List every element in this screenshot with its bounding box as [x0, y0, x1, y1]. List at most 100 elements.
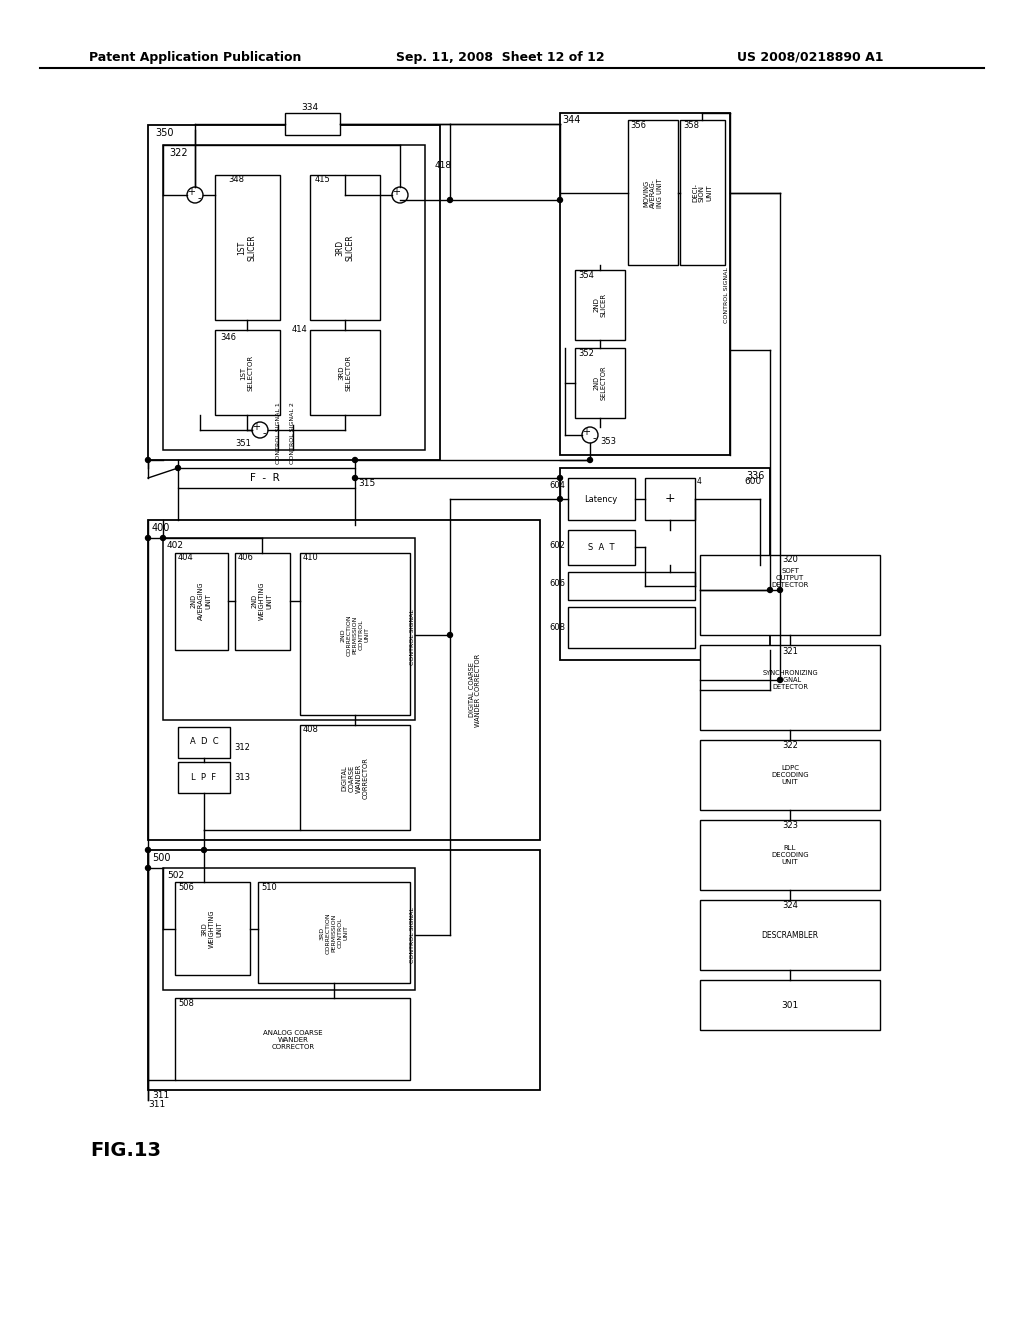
Text: -: -: [198, 193, 201, 203]
Bar: [575, 348, 625, 418]
Circle shape: [145, 458, 151, 462]
Circle shape: [447, 198, 453, 202]
Bar: [568, 531, 635, 565]
Bar: [175, 553, 228, 649]
Circle shape: [777, 587, 782, 593]
Text: 2ND
CORRECTION
PERMISSION
CONTROL
UNIT: 2ND CORRECTION PERMISSION CONTROL UNIT: [341, 614, 369, 656]
Text: Patent Application Publication: Patent Application Publication: [89, 50, 301, 63]
Text: 323: 323: [782, 821, 798, 830]
Circle shape: [557, 198, 562, 202]
Text: -: -: [262, 428, 266, 438]
Circle shape: [557, 475, 562, 480]
Bar: [310, 330, 380, 414]
Text: 2ND
WEIGHTING
UNIT: 2ND WEIGHTING UNIT: [252, 582, 272, 620]
Circle shape: [352, 458, 357, 462]
Text: 358: 358: [683, 121, 699, 131]
Text: +: +: [252, 422, 260, 432]
Text: Latency: Latency: [585, 495, 617, 503]
Text: 502: 502: [167, 871, 184, 880]
Text: US 2008/0218890 A1: US 2008/0218890 A1: [736, 50, 884, 63]
Text: 321: 321: [782, 647, 798, 656]
Bar: [680, 120, 725, 265]
Text: 322: 322: [169, 148, 187, 158]
Bar: [568, 478, 635, 520]
Text: 344: 344: [562, 115, 581, 125]
Text: 4: 4: [697, 478, 701, 487]
Text: 354: 354: [578, 272, 594, 281]
Text: 311: 311: [148, 1100, 165, 1109]
Circle shape: [145, 847, 151, 853]
Text: +: +: [187, 187, 195, 197]
Bar: [215, 330, 280, 414]
Bar: [560, 469, 770, 660]
Text: 311: 311: [152, 1090, 169, 1100]
Bar: [163, 145, 425, 450]
Text: DESCRAMBLER: DESCRAMBLER: [762, 931, 818, 940]
Text: 3RD
SELECTOR: 3RD SELECTOR: [339, 355, 351, 391]
Text: 2ND
AVERAGING
UNIT: 2ND AVERAGING UNIT: [191, 582, 211, 620]
Text: Sep. 11, 2008  Sheet 12 of 12: Sep. 11, 2008 Sheet 12 of 12: [395, 50, 604, 63]
Text: 348: 348: [228, 176, 244, 185]
Text: 402: 402: [167, 541, 184, 550]
Text: 602: 602: [549, 540, 565, 549]
Bar: [178, 469, 355, 488]
Text: 606: 606: [549, 578, 565, 587]
Text: 604: 604: [549, 480, 565, 490]
Bar: [175, 882, 250, 975]
Text: 301: 301: [781, 1001, 799, 1010]
Text: CONTROL SIGNAL: CONTROL SIGNAL: [410, 609, 415, 665]
Text: DIGITAL COARSE
WANDER CORRECTOR: DIGITAL COARSE WANDER CORRECTOR: [469, 653, 481, 726]
Text: 2ND
SLICER: 2ND SLICER: [594, 293, 606, 317]
Bar: [178, 762, 230, 793]
Circle shape: [161, 536, 166, 540]
Text: 1ST
SELECTOR: 1ST SELECTOR: [241, 355, 254, 391]
Text: 3RD
SLICER: 3RD SLICER: [335, 235, 354, 261]
Text: 320: 320: [782, 556, 798, 565]
Text: 508: 508: [178, 998, 194, 1007]
Circle shape: [202, 847, 207, 853]
Text: 350: 350: [155, 128, 173, 139]
Bar: [568, 572, 695, 601]
Text: 336: 336: [746, 471, 765, 480]
Text: 410: 410: [303, 553, 318, 562]
Circle shape: [145, 536, 151, 540]
Text: +: +: [392, 187, 400, 197]
Text: +: +: [665, 492, 675, 506]
Bar: [700, 900, 880, 970]
Bar: [645, 478, 695, 520]
Bar: [700, 741, 880, 810]
Bar: [148, 520, 540, 840]
Bar: [575, 271, 625, 341]
Circle shape: [588, 458, 593, 462]
Text: SYNCHRONIZING
SIGNAL
DETECTOR: SYNCHRONIZING SIGNAL DETECTOR: [762, 671, 818, 690]
Text: CONTROL SIGNAL: CONTROL SIGNAL: [410, 907, 415, 962]
Text: 408: 408: [303, 726, 318, 734]
Bar: [215, 176, 280, 319]
Bar: [258, 882, 410, 983]
Text: 1ST
SLICER: 1ST SLICER: [238, 235, 257, 261]
Text: 352: 352: [578, 350, 594, 359]
Text: 322: 322: [782, 742, 798, 751]
Text: RLL
DECODING
UNIT: RLL DECODING UNIT: [771, 845, 809, 865]
Text: CONTROL SIGNAL 2: CONTROL SIGNAL 2: [291, 403, 296, 463]
Bar: [175, 998, 410, 1080]
Text: 3RD
CORRECTION
PERMISSION
CONTROL
UNIT: 3RD CORRECTION PERMISSION CONTROL UNIT: [319, 912, 348, 954]
Bar: [700, 979, 880, 1030]
Text: 414: 414: [292, 326, 308, 334]
Text: MOVING
AVERAG-
ING UNIT: MOVING AVERAG- ING UNIT: [643, 178, 663, 207]
Text: SOFT
OUTPUT
DETECTOR: SOFT OUTPUT DETECTOR: [771, 568, 809, 587]
Text: 404: 404: [178, 553, 194, 562]
Bar: [300, 725, 410, 830]
Text: CONTROL SIGNAL: CONTROL SIGNAL: [725, 267, 729, 323]
Text: 418: 418: [435, 161, 453, 169]
Text: -: -: [592, 433, 596, 444]
Text: 313: 313: [234, 774, 250, 783]
Bar: [178, 727, 230, 758]
Text: 351: 351: [234, 438, 251, 447]
Bar: [300, 553, 410, 715]
Text: LDPC
DECODING
UNIT: LDPC DECODING UNIT: [771, 766, 809, 785]
Text: DIGITAL
COARSE
WANDER
CORRECTOR: DIGITAL COARSE WANDER CORRECTOR: [341, 758, 369, 799]
Text: A  D  C: A D C: [189, 738, 218, 747]
Bar: [310, 176, 380, 319]
Text: 353: 353: [600, 437, 616, 446]
